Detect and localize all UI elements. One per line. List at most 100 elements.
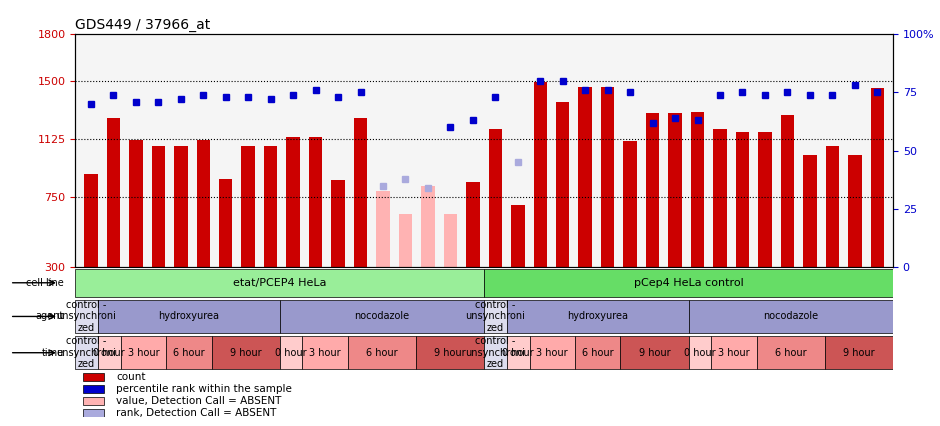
Bar <box>84 397 103 406</box>
Bar <box>466 182 479 267</box>
Bar <box>264 146 277 267</box>
FancyBboxPatch shape <box>529 337 575 369</box>
Bar <box>287 137 300 267</box>
Bar <box>174 146 188 267</box>
Bar <box>848 155 862 267</box>
Bar <box>780 115 794 267</box>
Text: 9 hour: 9 hour <box>638 348 670 358</box>
Bar <box>84 373 103 381</box>
FancyBboxPatch shape <box>688 337 712 369</box>
FancyBboxPatch shape <box>415 337 484 369</box>
FancyBboxPatch shape <box>757 337 825 369</box>
Bar <box>219 178 232 267</box>
Text: 3 hour: 3 hour <box>718 348 750 358</box>
FancyBboxPatch shape <box>120 337 166 369</box>
Bar <box>691 112 704 267</box>
Text: 0 hour: 0 hour <box>502 348 534 358</box>
Text: control -
unsynchroni
zed: control - unsynchroni zed <box>56 300 117 333</box>
Bar <box>309 137 322 267</box>
FancyBboxPatch shape <box>75 300 98 333</box>
Text: pCep4 HeLa control: pCep4 HeLa control <box>634 278 744 288</box>
Bar <box>825 146 839 267</box>
Bar <box>84 409 103 417</box>
Bar <box>399 214 413 267</box>
Bar <box>713 129 727 267</box>
Text: 6 hour: 6 hour <box>582 348 614 358</box>
FancyBboxPatch shape <box>303 337 348 369</box>
Bar <box>196 140 210 267</box>
Text: 6 hour: 6 hour <box>173 348 205 358</box>
Bar <box>129 140 143 267</box>
FancyBboxPatch shape <box>507 300 688 333</box>
FancyBboxPatch shape <box>166 337 212 369</box>
Bar <box>736 132 749 267</box>
FancyBboxPatch shape <box>348 337 415 369</box>
FancyBboxPatch shape <box>712 337 757 369</box>
FancyBboxPatch shape <box>484 337 507 369</box>
Text: nocodazole: nocodazole <box>354 311 410 322</box>
Bar <box>444 214 457 267</box>
Text: rank, Detection Call = ABSENT: rank, Detection Call = ABSENT <box>117 408 276 418</box>
Text: 9 hour: 9 hour <box>843 348 875 358</box>
FancyBboxPatch shape <box>280 337 303 369</box>
Bar <box>106 118 120 267</box>
FancyBboxPatch shape <box>620 337 688 369</box>
Text: control -
unsynchroni
zed: control - unsynchroni zed <box>465 300 525 333</box>
Text: nocodazole: nocodazole <box>763 311 819 322</box>
Text: 3 hour: 3 hour <box>128 348 159 358</box>
FancyBboxPatch shape <box>75 337 98 369</box>
Bar <box>623 141 637 267</box>
Text: 0 hour: 0 hour <box>684 348 715 358</box>
Bar <box>601 87 615 267</box>
Text: time: time <box>41 348 64 358</box>
Bar <box>489 129 502 267</box>
Text: hydroxyurea: hydroxyurea <box>567 311 628 322</box>
Text: 9 hour: 9 hour <box>434 348 466 358</box>
FancyBboxPatch shape <box>575 337 620 369</box>
Bar <box>534 82 547 267</box>
Text: 6 hour: 6 hour <box>775 348 807 358</box>
Bar <box>84 385 103 393</box>
Text: 0 hour: 0 hour <box>275 348 306 358</box>
Bar <box>646 113 659 267</box>
Bar <box>376 191 390 267</box>
FancyBboxPatch shape <box>484 300 507 333</box>
Bar <box>151 146 165 267</box>
Text: control -
unsynchroni
zed: control - unsynchroni zed <box>465 336 525 369</box>
FancyBboxPatch shape <box>98 337 120 369</box>
Bar <box>870 89 884 267</box>
Bar <box>668 113 681 267</box>
FancyBboxPatch shape <box>688 300 893 333</box>
Text: control -
unsynchroni
zed: control - unsynchroni zed <box>56 336 117 369</box>
Bar <box>242 146 255 267</box>
Text: percentile rank within the sample: percentile rank within the sample <box>117 384 292 394</box>
FancyBboxPatch shape <box>212 337 280 369</box>
Bar <box>556 103 570 267</box>
Text: 6 hour: 6 hour <box>366 348 398 358</box>
FancyBboxPatch shape <box>507 337 529 369</box>
Text: 0 hour: 0 hour <box>93 348 125 358</box>
Bar <box>511 205 525 267</box>
Text: 3 hour: 3 hour <box>537 348 568 358</box>
Text: GDS449 / 37966_at: GDS449 / 37966_at <box>75 17 211 32</box>
FancyBboxPatch shape <box>825 337 893 369</box>
FancyBboxPatch shape <box>484 269 893 297</box>
Text: 9 hour: 9 hour <box>229 348 261 358</box>
Text: count: count <box>117 372 146 382</box>
Text: value, Detection Call = ABSENT: value, Detection Call = ABSENT <box>117 396 281 406</box>
Text: hydroxyurea: hydroxyurea <box>158 311 219 322</box>
FancyBboxPatch shape <box>75 269 484 297</box>
Bar <box>759 132 772 267</box>
Bar <box>85 174 98 267</box>
Bar <box>578 87 592 267</box>
Bar <box>421 187 434 267</box>
Text: 3 hour: 3 hour <box>309 348 341 358</box>
Bar <box>353 118 368 267</box>
Text: agent: agent <box>36 311 64 322</box>
FancyBboxPatch shape <box>280 300 484 333</box>
Bar <box>803 155 817 267</box>
Text: etat/PCEP4 HeLa: etat/PCEP4 HeLa <box>233 278 326 288</box>
Text: cell line: cell line <box>26 278 64 288</box>
Bar <box>331 180 345 267</box>
FancyBboxPatch shape <box>98 300 280 333</box>
